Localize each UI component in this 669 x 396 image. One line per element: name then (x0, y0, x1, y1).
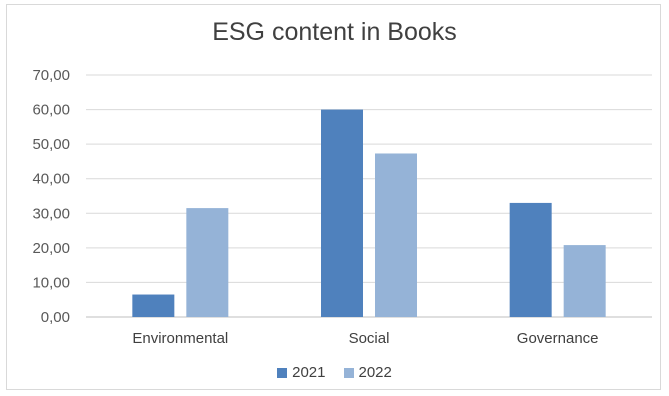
category-labels: Environmental Social Governance (132, 330, 598, 347)
y-tick-label: 20,00 (32, 240, 70, 257)
legend-item-2021: 2021 (277, 364, 326, 381)
bar-2021-governance (509, 202, 552, 317)
y-tick-label: 0,00 (41, 309, 70, 326)
category-label: Governance (517, 330, 599, 347)
category-label: Social (349, 330, 390, 347)
y-tick-label: 70,00 (32, 67, 70, 84)
y-tick-labels: 0,00 10,00 20,00 30,00 40,00 50,00 60,00 70,00 (32, 67, 70, 326)
bars (132, 109, 606, 317)
y-tick-label: 60,00 (32, 102, 70, 119)
y-tick-label: 40,00 (32, 171, 70, 188)
legend-swatch-2022 (343, 367, 354, 378)
y-tick-label: 50,00 (32, 136, 70, 153)
legend-label-2021: 2021 (292, 364, 326, 381)
category-label: Environmental (132, 330, 228, 347)
y-tick-label: 10,00 (32, 274, 70, 291)
y-tick-label: 30,00 (32, 205, 70, 222)
legend-item-2022: 2022 (343, 364, 392, 381)
chart-title: ESG content in Books (212, 18, 457, 46)
bar-2021-social (321, 109, 363, 317)
legend: 2021 2022 (0, 364, 669, 381)
bar-2022-governance (563, 245, 606, 317)
legend-swatch-2021 (277, 367, 288, 378)
bar-2021-environmental (132, 294, 175, 317)
gridlines (86, 74, 652, 318)
bar-2022-environmental (186, 208, 229, 317)
legend-label-2022: 2022 (358, 364, 392, 381)
bar-2022-social (375, 153, 417, 317)
